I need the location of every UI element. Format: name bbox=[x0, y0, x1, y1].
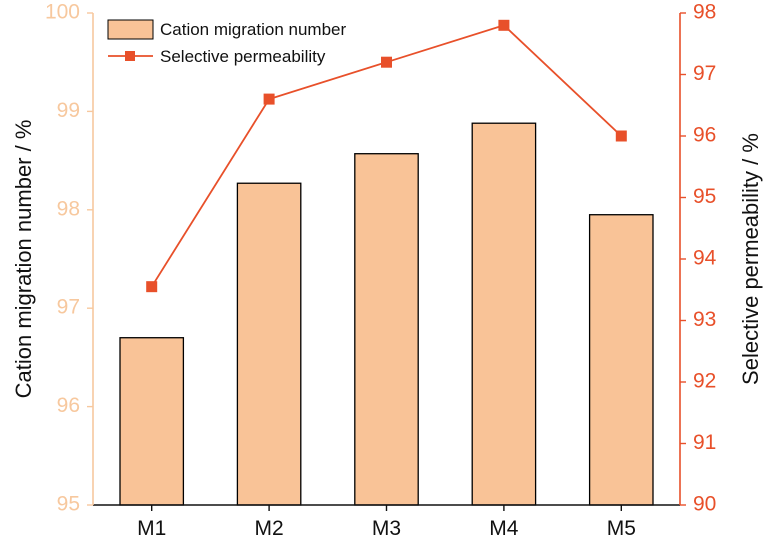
legend-bar-swatch bbox=[107, 19, 154, 40]
bar-series bbox=[119, 122, 654, 506]
line-series bbox=[146, 19, 627, 293]
x-tick-label-m1: M1 bbox=[137, 517, 166, 539]
right-y-axis-title: Selective permeability / % bbox=[738, 133, 763, 385]
left-tick-label: 95 bbox=[57, 493, 80, 516]
x-tick-label-m3: M3 bbox=[372, 517, 401, 539]
x-tick-label-m4: M4 bbox=[489, 517, 518, 539]
x-tick-label-m5: M5 bbox=[607, 517, 636, 539]
point-m2 bbox=[263, 93, 275, 105]
bar-m1 bbox=[119, 337, 185, 506]
point-m1 bbox=[146, 281, 158, 293]
right-tick-label: 96 bbox=[693, 124, 716, 147]
right-tick-label: 94 bbox=[693, 247, 717, 270]
point-m4 bbox=[498, 19, 510, 31]
bar-m2 bbox=[236, 182, 302, 506]
right-tick-label: 90 bbox=[693, 493, 716, 516]
right-tick-label: 92 bbox=[693, 370, 716, 393]
left-y-axis-title: Cation migration number / % bbox=[11, 120, 36, 399]
left-tick-label: 99 bbox=[57, 99, 80, 122]
point-m5 bbox=[615, 130, 627, 142]
left-tick-label: 98 bbox=[57, 197, 80, 220]
point-m3 bbox=[381, 56, 392, 68]
legend-line-marker bbox=[125, 51, 135, 61]
left-tick-label: 100 bbox=[45, 1, 80, 24]
x-axis-ticks: M1 M2 M3 M4 M5 bbox=[137, 505, 636, 539]
right-tick-label: 93 bbox=[693, 308, 716, 331]
right-tick-label: 95 bbox=[693, 185, 716, 208]
right-tick-label: 98 bbox=[693, 1, 716, 24]
legend: Cation migration number Selective permea… bbox=[107, 19, 346, 66]
legend-bar-label: Cation migration number bbox=[160, 20, 346, 39]
x-tick-label-m2: M2 bbox=[255, 517, 284, 539]
bar-m4 bbox=[471, 122, 537, 506]
right-tick-label: 91 bbox=[693, 431, 716, 454]
bar-m3 bbox=[354, 153, 419, 506]
bar-m5 bbox=[588, 214, 654, 506]
legend-line-label: Selective permeability bbox=[160, 47, 326, 66]
right-tick-label: 97 bbox=[693, 62, 716, 85]
left-tick-label: 97 bbox=[57, 296, 80, 319]
right-y-axis-ticks: 90 91 92 93 94 95 96 97 98 bbox=[680, 1, 717, 516]
left-y-axis-ticks: 95 96 97 98 99 100 bbox=[45, 1, 93, 516]
left-tick-label: 96 bbox=[57, 394, 80, 417]
